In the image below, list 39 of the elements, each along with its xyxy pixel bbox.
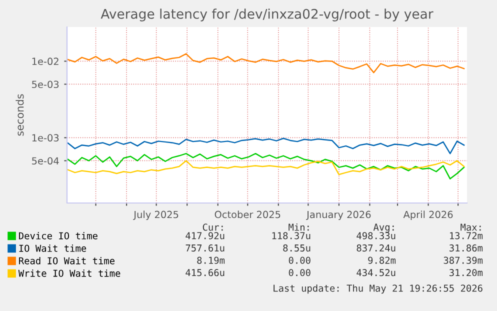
line-series (67, 138, 465, 154)
x-tick-label: July 2025 (133, 210, 178, 220)
y-axis-title: seconds (16, 94, 24, 136)
text: 13.72m (450, 232, 483, 240)
text: 498.33u (356, 232, 396, 240)
legend-label: Write IO Wait time (18, 270, 120, 277)
text: 757.61u (186, 244, 224, 252)
x-tick-label: October 2025 (214, 210, 280, 218)
text: 415.66u (186, 269, 224, 276)
text: Cur: (202, 224, 223, 231)
y-tick-label: 5e-04 (32, 157, 59, 165)
legend-label: Read IO Wait time (19, 257, 114, 264)
text: Avg: (373, 224, 394, 233)
line-series (67, 152, 465, 180)
chart-title: Average latency for /dev/inxza02-vg/root - by year (100, 8, 434, 22)
y-tick-label: 1e-02 (32, 58, 58, 66)
y-tick-label: 5e-03 (32, 80, 59, 88)
text: Max: (460, 224, 481, 231)
line-series (67, 53, 465, 74)
text: 118.37u (272, 232, 310, 240)
text: 0.00 (288, 269, 310, 276)
text: 0.00 (288, 256, 310, 264)
text: Last update: Thu May 21 19:26:55 2026 (274, 284, 482, 294)
x-tick-label: January 2026 (306, 210, 371, 220)
legend-label: IO Wait time (19, 244, 86, 252)
text: 417.92u (186, 232, 224, 240)
line-series (67, 160, 465, 176)
text: 387.39m (444, 256, 483, 264)
y-tick-label: 1e-03 (32, 134, 59, 142)
x-tick-label: April 2026 (403, 210, 453, 220)
text: Min: (288, 223, 309, 231)
text: 8.19m (197, 256, 225, 264)
text: 434.52u (356, 269, 396, 276)
text: 31.20m (450, 269, 483, 276)
text: 837.24u (356, 244, 396, 252)
text: 8.55u (283, 244, 310, 252)
text: 31.86m (450, 244, 483, 252)
legend-label: Device IO time (19, 232, 98, 240)
text: 9.82m (368, 256, 396, 264)
